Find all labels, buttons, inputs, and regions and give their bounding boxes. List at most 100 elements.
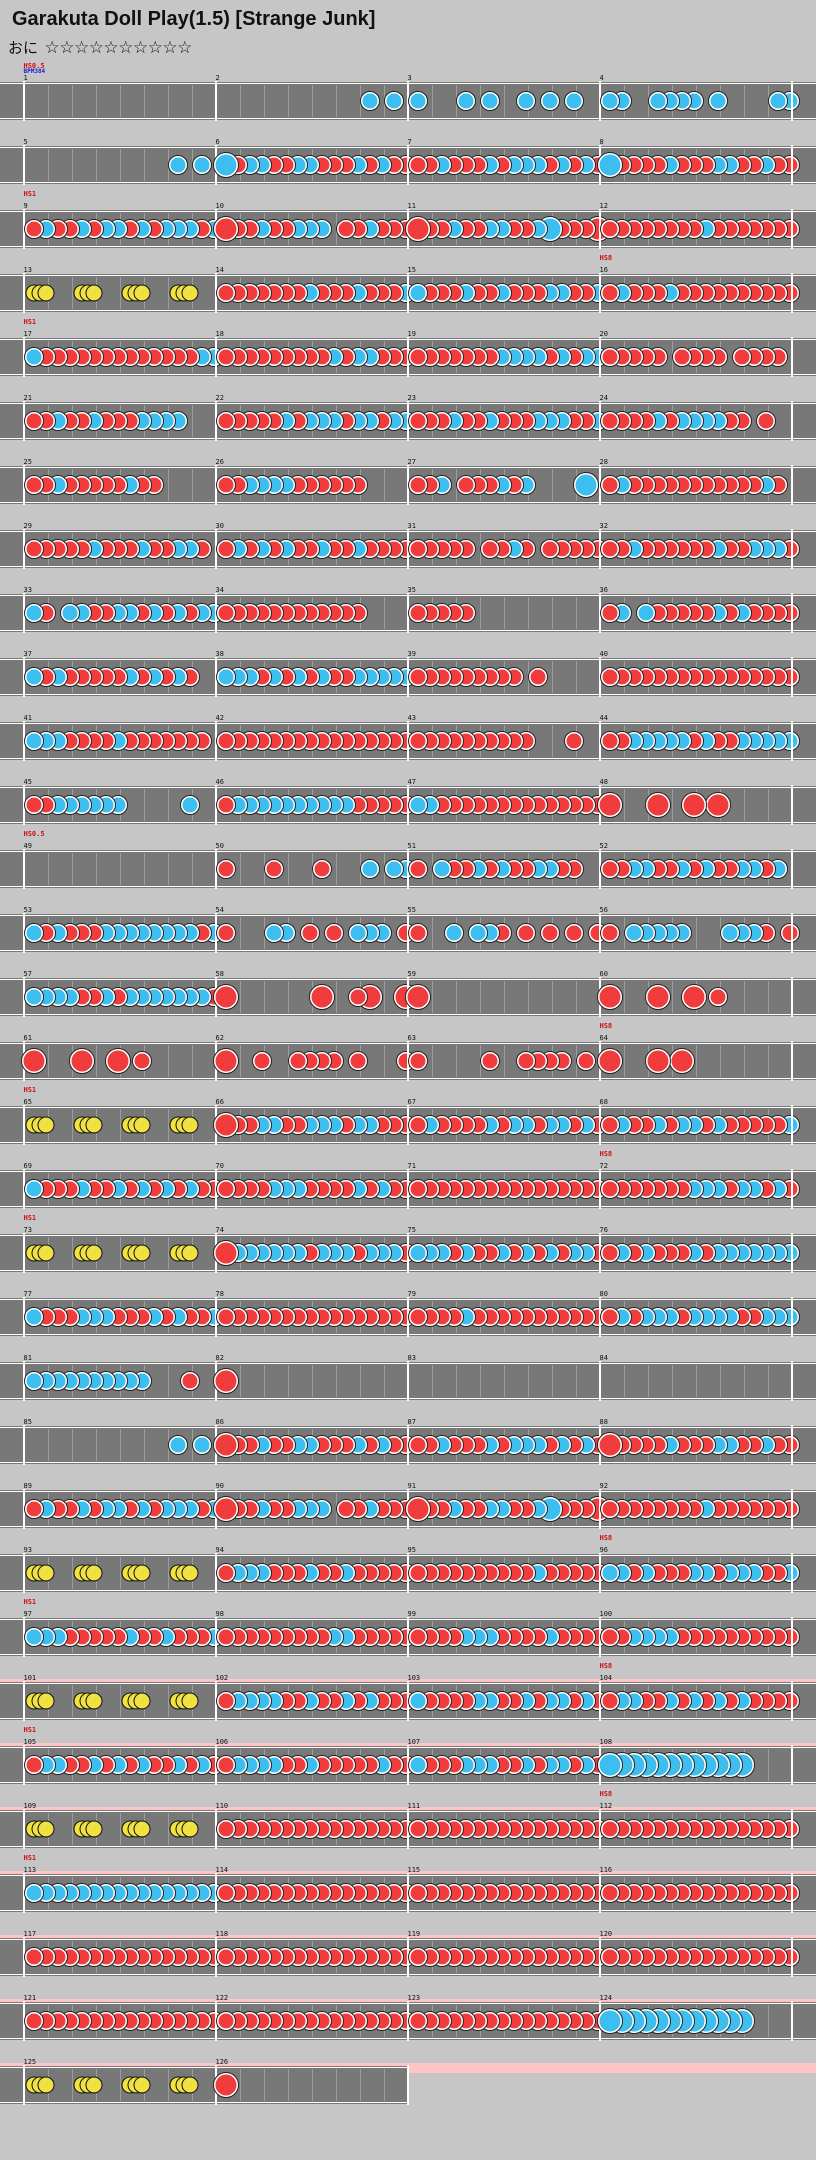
- beat-line: [552, 661, 553, 693]
- ka-note-fill: [458, 93, 474, 109]
- ka-note-fill: [722, 925, 738, 941]
- bar-number: 75: [408, 1226, 416, 1234]
- beat-line: [552, 981, 553, 1013]
- ka-note-fill: [194, 1437, 210, 1453]
- bar-number: 65: [24, 1098, 32, 1106]
- don-note-fill: [218, 1309, 234, 1325]
- ka-note-fill: [446, 925, 462, 941]
- drumroll-note: [37, 284, 55, 302]
- beat-line: [240, 1045, 241, 1077]
- beat-line: [456, 1045, 457, 1077]
- scroll-event-label: HS0.5: [24, 62, 45, 70]
- bar-line: [791, 785, 793, 825]
- beat-line: [768, 1045, 769, 1077]
- beat-line: [288, 1365, 289, 1397]
- beat-line: [744, 981, 745, 1013]
- bar-line: [791, 849, 793, 889]
- don-note-fill: [407, 218, 429, 240]
- bar-number: 33: [24, 586, 32, 594]
- don-note-fill: [734, 349, 750, 365]
- drumroll-note: [181, 1116, 199, 1134]
- drumroll-note: [37, 1116, 55, 1134]
- don-note-fill: [410, 1885, 426, 1901]
- bar-number: 118: [216, 1930, 229, 1938]
- bar-number: 86: [216, 1418, 224, 1426]
- drumroll-note: [181, 1692, 199, 1710]
- don-note-fill: [302, 925, 318, 941]
- beat-line: [720, 1365, 721, 1397]
- ka-note-fill: [410, 797, 426, 813]
- beat-line: [96, 1045, 97, 1077]
- don-note-fill: [218, 1757, 234, 1773]
- beat-line: [168, 1557, 169, 1589]
- beat-line: [48, 149, 49, 181]
- bar-number: 25: [24, 458, 32, 466]
- don-note-fill: [602, 925, 618, 941]
- beat-line: [360, 1365, 361, 1397]
- drumroll-note: [37, 2076, 55, 2094]
- don-note-fill: [599, 986, 621, 1008]
- don-note-fill: [350, 989, 366, 1005]
- bar-line: [791, 1809, 793, 1849]
- drumroll-note: [133, 1692, 151, 1710]
- bar-number: 67: [408, 1098, 416, 1106]
- don-note-fill: [218, 1181, 234, 1197]
- ka-note-fill: [566, 93, 582, 109]
- score-row: 101 102 103 104 HS8: [0, 1662, 816, 1721]
- bar-line: [791, 529, 793, 569]
- score-row: 49 HS0.5 50 51 52: [0, 830, 816, 889]
- don-note-fill: [602, 349, 618, 365]
- don-note-fill: [482, 1053, 498, 1069]
- ka-note-fill: [410, 285, 426, 301]
- don-note-fill: [602, 1501, 618, 1517]
- don-note-fill: [338, 1501, 354, 1517]
- bar-number: 2: [216, 74, 220, 82]
- don-note-fill: [458, 477, 474, 493]
- don-note-fill: [410, 157, 426, 173]
- bar-number: 50: [216, 842, 224, 850]
- bar-number: 53: [24, 906, 32, 914]
- beat-line: [96, 149, 97, 181]
- beat-line: [168, 853, 169, 885]
- bar-number: 121: [24, 1994, 37, 2002]
- don-note-fill: [218, 1821, 234, 1837]
- drumroll-note: [85, 1564, 103, 1582]
- bar-number: 30: [216, 522, 224, 530]
- drumroll-note: [133, 1820, 151, 1838]
- beat-line: [384, 469, 385, 501]
- bar-number: 77: [24, 1290, 32, 1298]
- drumroll-note: [181, 2076, 199, 2094]
- beat-line: [624, 1365, 625, 1397]
- beat-line: [504, 1365, 505, 1397]
- don-note-fill: [647, 986, 669, 1008]
- beat-line: [744, 85, 745, 117]
- bar-number: 52: [600, 842, 608, 850]
- don-note-fill: [602, 861, 618, 877]
- don-note-fill: [107, 1050, 129, 1072]
- don-note-fill: [350, 1053, 366, 1069]
- beat-line: [144, 149, 145, 181]
- don-note-fill: [410, 1565, 426, 1581]
- beat-line: [384, 597, 385, 629]
- don-note-fill: [410, 349, 426, 365]
- drumroll-note: [37, 1564, 55, 1582]
- bar-number: 23: [408, 394, 416, 402]
- beat-line: [72, 1237, 73, 1269]
- don-note-fill: [134, 1053, 150, 1069]
- beat-line: [168, 2069, 169, 2101]
- don-note-fill: [410, 669, 426, 685]
- don-note-fill: [602, 1117, 618, 1133]
- don-note-fill: [410, 2013, 426, 2029]
- don-note-fill: [410, 1437, 426, 1453]
- bar-number: 58: [216, 970, 224, 978]
- beat-line: [432, 917, 433, 949]
- scroll-event-label: HS1: [24, 1214, 37, 1222]
- bar-number: 73: [24, 1226, 32, 1234]
- don-note-fill: [26, 1949, 42, 1965]
- bar-number: 38: [216, 650, 224, 658]
- ka-note-fill: [386, 861, 402, 877]
- bar-number: 48: [600, 778, 608, 786]
- beat-line: [72, 85, 73, 117]
- don-note-fill: [26, 221, 42, 237]
- bar-number: 89: [24, 1482, 32, 1490]
